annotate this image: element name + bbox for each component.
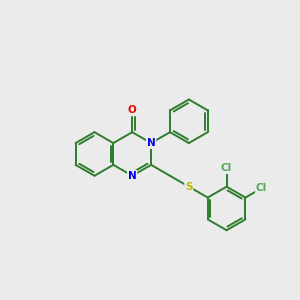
Text: N: N (128, 171, 136, 181)
Text: S: S (185, 182, 193, 192)
Text: O: O (128, 105, 136, 116)
Text: Cl: Cl (256, 183, 267, 193)
Text: Cl: Cl (221, 163, 232, 173)
Text: N: N (147, 138, 155, 148)
